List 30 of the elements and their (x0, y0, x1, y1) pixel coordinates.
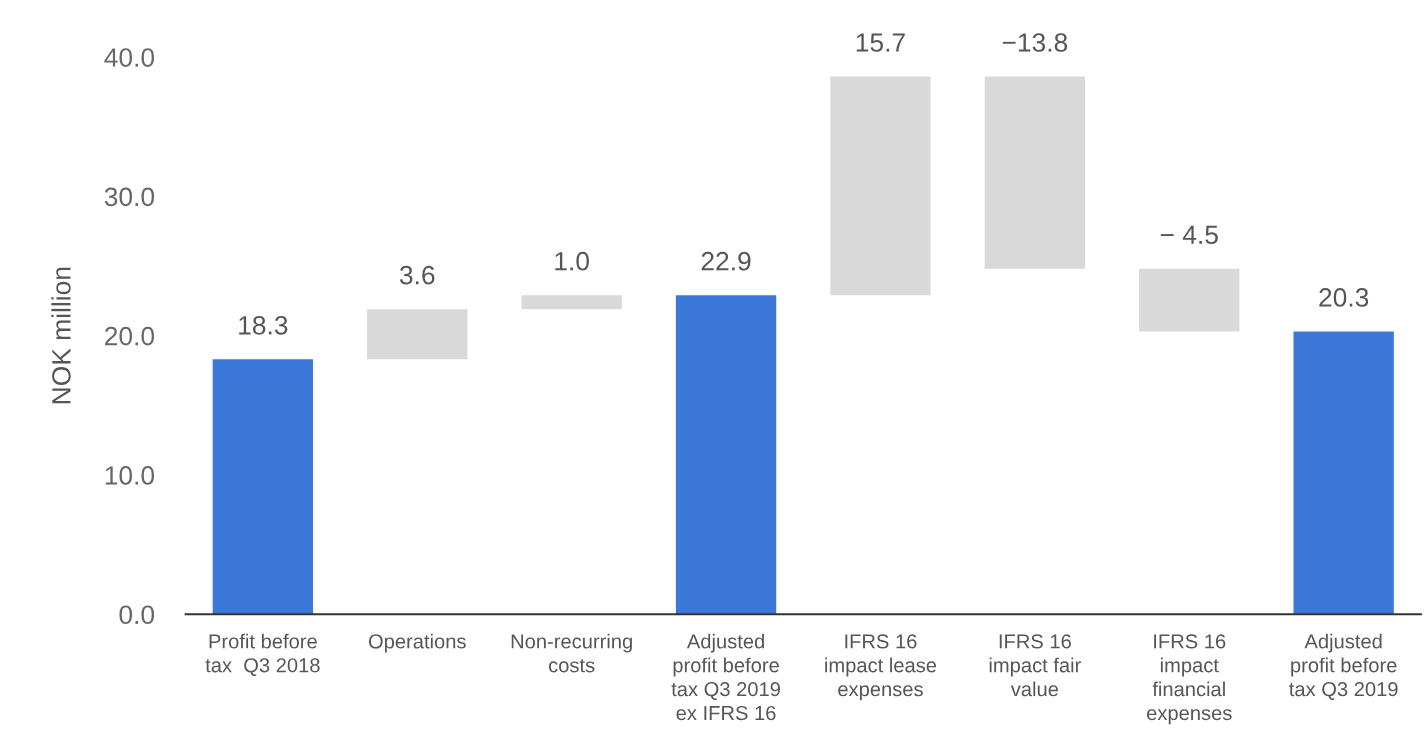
bar (1293, 331, 1394, 615)
bar (830, 76, 931, 296)
x-tick-label: Adjusted profit before tax Q3 2019 ex IFRS 16 (671, 633, 780, 721)
bar (212, 359, 314, 615)
data-label: − 4.5 (1160, 225, 1218, 245)
data-label: 3.6 (399, 265, 435, 285)
data-label: 15.7 (856, 33, 905, 52)
y-tick-label: 10.0 (105, 466, 155, 485)
y-tick-label: 20.0 (105, 326, 155, 346)
x-tick-label: Non-recurring costs (511, 633, 632, 673)
x-tick-label: IFRS 16 impact financial expenses (1147, 634, 1232, 725)
data-label: 1.0 (555, 251, 589, 271)
bar (984, 76, 1086, 269)
data-label: 20.3 (1319, 288, 1369, 307)
data-label: −13.8 (1002, 33, 1068, 52)
bar (367, 309, 468, 360)
bar (1139, 268, 1240, 332)
x-tick-label: Operations (368, 633, 466, 653)
x-tick-label: IFRS 16 impact fair value (989, 634, 1081, 697)
x-tick-label: Adjusted profit before tax Q3 2019 (1289, 633, 1398, 700)
data-label: 18.3 (239, 315, 288, 335)
y-axis-title: NOK million (51, 267, 71, 404)
y-tick-label: 40.0 (104, 48, 155, 67)
x-tick-label: IFRS 16 impact lease expenses (825, 634, 937, 701)
y-tick-label: 30.0 (104, 187, 155, 207)
x-tick-label: Profit before tax Q3 2018 (205, 633, 320, 677)
y-tick-label: 0.0 (119, 605, 155, 625)
data-label: 22.9 (701, 251, 751, 271)
bar (521, 295, 622, 310)
bar (675, 295, 777, 615)
